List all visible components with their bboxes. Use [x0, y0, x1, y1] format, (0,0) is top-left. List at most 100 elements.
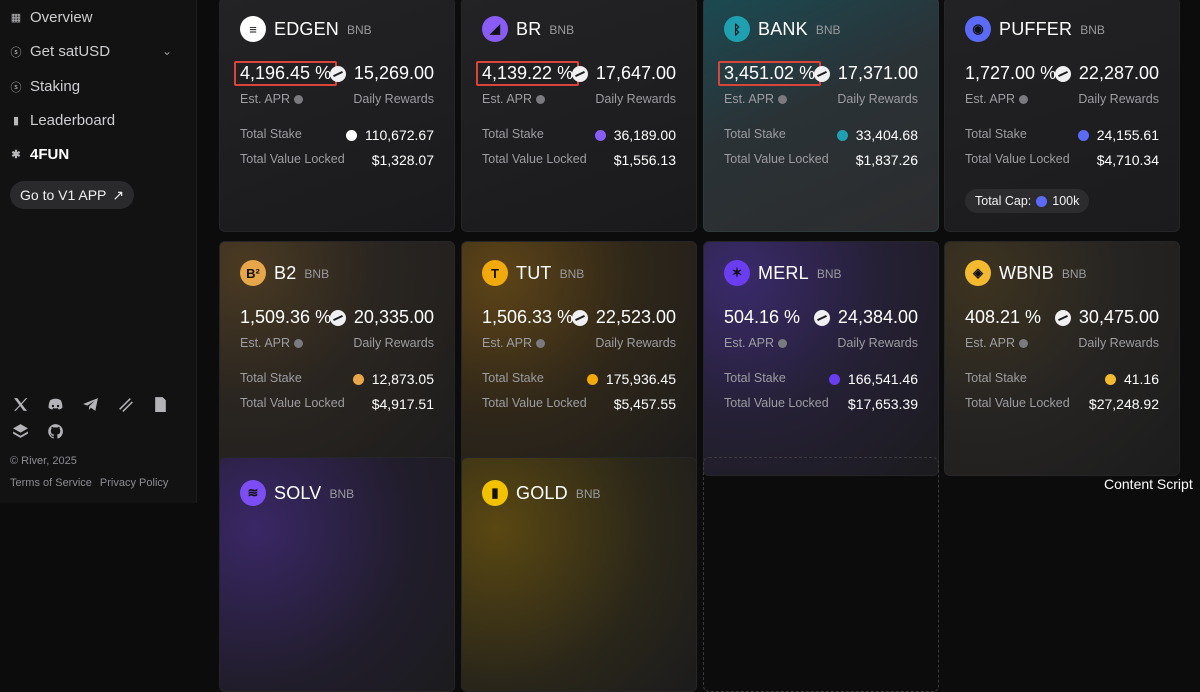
token-logo-icon: ✶ — [724, 260, 750, 286]
chain-tag: BNB — [304, 267, 330, 281]
layers-icon[interactable] — [12, 423, 29, 440]
terms-link[interactable]: Terms of Service — [10, 477, 92, 489]
tvl-value: $1,837.26 — [855, 152, 918, 168]
pool-card-edgen[interactable]: ≡ EDGEN BNB 4,196.45 % Est. APR 15,269.0… — [219, 0, 455, 232]
tvl-row: Total Value Locked $27,248.92 — [965, 396, 1159, 412]
apr-label: Est. APR — [724, 92, 788, 106]
daily-rewards-value: 15,269.00 — [329, 63, 434, 84]
river-token-icon — [813, 65, 830, 82]
daily-rewards-value: 17,371.00 — [813, 63, 918, 84]
info-icon[interactable] — [294, 94, 304, 104]
nav-overview[interactable]: ▦ Overview — [10, 9, 93, 26]
discord-icon[interactable] — [47, 396, 64, 413]
token-name: SOLV — [274, 482, 322, 503]
chain-tag: BNB — [559, 267, 585, 281]
info-icon[interactable] — [536, 94, 546, 104]
token-name: WBNB — [999, 262, 1054, 283]
tvl-value: $5,457.55 — [613, 396, 676, 412]
apr-label: Est. APR — [965, 92, 1029, 106]
total-stake-value: 12,873.05 — [371, 371, 434, 387]
token-mini-icon — [1104, 373, 1116, 385]
pool-card-gold[interactable]: ▮ GOLD BNB — [461, 457, 697, 692]
tvl-label: Total Value Locked — [724, 152, 829, 166]
apr-value: 4,196.45 % — [234, 61, 338, 86]
apr-label-text: Est. APR — [724, 92, 775, 106]
total-stake-row: Total Stake 12,873.05 — [240, 371, 434, 387]
token-logo-icon: T — [482, 260, 508, 286]
daily-rewards-label: Daily Rewards — [595, 92, 676, 106]
total-stake-label: Total Stake — [965, 127, 1027, 141]
nav-staking[interactable]: ⓢ Staking — [10, 78, 81, 95]
docs-icon[interactable] — [152, 396, 169, 413]
go-to-v1-label: Go to V1 APP — [20, 187, 107, 203]
token-header: T TUT BNB — [482, 260, 584, 286]
pool-card-puffer[interactable]: ◉ PUFFER BNB 1,727.00 % Est. APR 22,287.… — [944, 0, 1180, 232]
chain-tag: BNB — [347, 23, 372, 37]
info-icon[interactable] — [1019, 94, 1029, 104]
daily-rewards-label: Daily Rewards — [595, 336, 676, 350]
github-icon[interactable] — [47, 423, 64, 440]
bar-chart-icon: ▮ — [12, 115, 20, 127]
pool-card-merl[interactable]: ✶ MERL BNB 504.16 % Est. APR 24,384.00 D… — [703, 241, 939, 476]
river-token-icon — [1054, 309, 1071, 326]
pool-card-bank[interactable]: ᛒ BANK BNB 3,451.02 % Est. APR 17,371.00… — [703, 0, 939, 232]
x-icon[interactable] — [12, 396, 29, 413]
token-mini-icon — [836, 129, 848, 141]
tvl-label: Total Value Locked — [482, 152, 587, 166]
token-name: MERL — [758, 262, 809, 283]
pool-card-solv[interactable]: ≋ SOLV BNB — [219, 457, 455, 692]
telegram-icon[interactable] — [82, 396, 99, 413]
tvl-value: $1,556.13 — [613, 152, 676, 168]
info-icon[interactable] — [778, 338, 788, 348]
dollar-circle-icon: ⓢ — [10, 81, 22, 94]
tvl-label: Total Value Locked — [240, 152, 345, 166]
chain-tag: BNB — [1061, 267, 1087, 281]
daily-rewards-label: Daily Rewards — [1078, 92, 1159, 106]
total-cap-value: 100k — [1052, 194, 1080, 208]
privacy-link[interactable]: Privacy Policy — [99, 477, 169, 489]
token-header: ᛒ BANK BNB — [724, 16, 841, 42]
tvl-label: Total Value Locked — [965, 396, 1070, 410]
token-header: ≡ EDGEN BNB — [240, 16, 372, 42]
apr-value: 1,506.33 % — [482, 307, 574, 327]
nav-leaderboard[interactable]: ▮ Leaderboard — [10, 112, 115, 129]
daily-rewards-label: Daily Rewards — [353, 336, 434, 350]
daily-rewards-label: Daily Rewards — [837, 336, 918, 350]
rewards-number: 24,384.00 — [837, 307, 918, 327]
nav-get-satusd[interactable]: ⓢ Get satUSD — [10, 43, 111, 60]
tvl-value: $1,328.07 — [371, 152, 434, 168]
copyright-text: © River, 2025 — [10, 455, 77, 467]
token-header: ▮ GOLD BNB — [482, 480, 601, 506]
token-name: B2 — [274, 262, 297, 283]
pool-card-br[interactable]: ◢ BR BNB 4,139.22 % Est. APR 17,647.00 D… — [461, 0, 697, 232]
mirror-icon[interactable] — [117, 396, 134, 413]
daily-rewards-label: Daily Rewards — [1078, 336, 1159, 350]
total-stake-label: Total Stake — [482, 371, 544, 385]
tvl-label: Total Value Locked — [240, 396, 345, 410]
tvl-label: Total Value Locked — [965, 152, 1070, 166]
info-icon[interactable] — [778, 94, 788, 104]
apr-label: Est. APR — [482, 92, 546, 106]
total-stake-row: Total Stake 36,189.00 — [482, 127, 676, 143]
pool-card-b2[interactable]: B² B2 BNB 1,509.36 % Est. APR 20,335.00 … — [219, 241, 455, 476]
chevron-down-icon[interactable]: ⌄ — [161, 44, 172, 58]
apr-label-text: Est. APR — [482, 92, 533, 106]
info-icon[interactable] — [1019, 338, 1029, 348]
daily-rewards-label: Daily Rewards — [353, 92, 434, 106]
pool-card-wbnb[interactable]: ◈ WBNB BNB 408.21 % Est. APR 30,475.00 D… — [944, 241, 1180, 476]
total-stake-label: Total Stake — [240, 127, 302, 141]
pool-card-tut[interactable]: T TUT BNB 1,506.33 % Est. APR 22,523.00 … — [461, 241, 697, 476]
info-icon[interactable] — [294, 338, 304, 348]
total-cap-label: Total Cap: — [975, 194, 1032, 208]
tvl-value: $17,653.39 — [847, 396, 918, 412]
nav-4fun[interactable]: ✱ 4FUN — [10, 146, 69, 163]
apr-label: Est. APR — [965, 336, 1029, 350]
go-to-v1-button[interactable]: Go to V1 APP ↗ — [10, 181, 135, 209]
apr-value: 3,451.02 % — [718, 61, 822, 86]
apr-label-text: Est. APR — [965, 92, 1016, 106]
rewards-number: 22,523.00 — [595, 307, 676, 327]
info-icon[interactable] — [536, 338, 546, 348]
tvl-label: Total Value Locked — [482, 396, 587, 410]
grid-icon: ▦ — [10, 12, 22, 24]
token-header: ◈ WBNB BNB — [965, 260, 1087, 286]
